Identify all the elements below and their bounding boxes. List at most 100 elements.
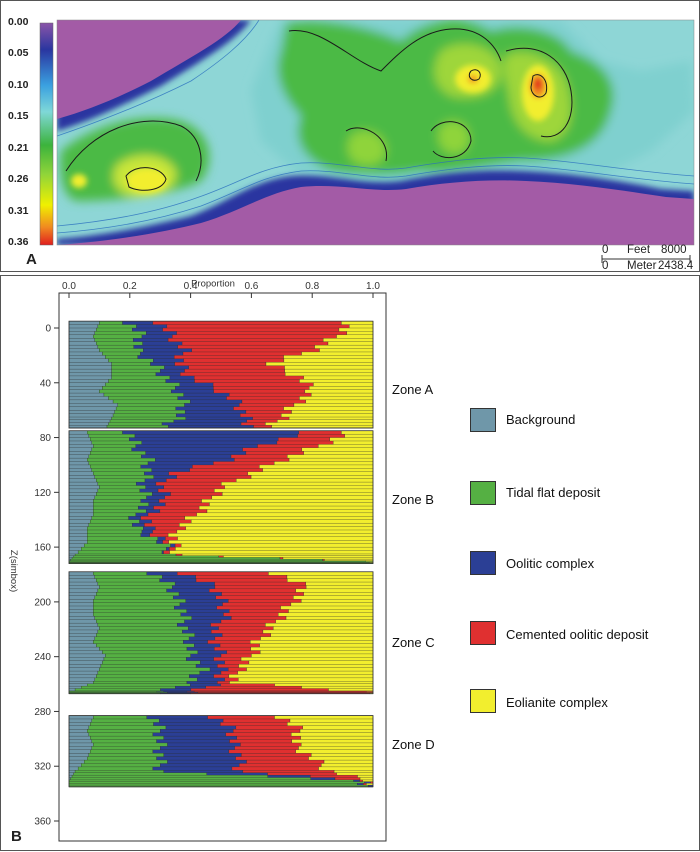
y-tick-label: 160 [34,543,51,554]
band-zone-b-eolianite-complex [186,527,373,531]
band-zone-c-background [69,613,93,617]
band-zone-b-eolianite-complex [197,513,373,517]
band-zone-b-oolitic-complex [136,482,156,486]
band-zone-a-cemented-oolitic-deposit [185,369,285,373]
band-zone-a-tidal-flat-deposit [113,414,176,418]
band-zone-c-background [69,668,99,672]
band-zone-a-background [69,414,113,418]
band-zone-a-eolianite-complex [266,362,373,366]
band-zone-a-tidal-flat-deposit [109,422,163,425]
band-zone-b-oolitic-complex [145,479,166,483]
band-zone-b-background [69,462,89,466]
band-zone-a-background [69,390,99,394]
band-zone-a-eolianite-complex [299,396,373,400]
band-zone-c-tidal-flat-deposit [99,585,172,589]
band-zone-b-background [69,503,93,507]
colorbar-label-0: 0.00 [8,16,28,28]
band-zone-a-oolitic-complex [180,383,213,387]
band-zone-a-oolitic-complex [178,396,227,400]
band-zone-c-cemented-oolitic-deposit [208,640,251,644]
band-zone-a-oolitic-complex [190,400,242,404]
band-zone-b-background [69,496,95,500]
band-zone-b-cemented-oolitic-deposit [192,465,259,469]
band-zone-a-tidal-flat-deposit [96,342,142,346]
band-zone-b-oolitic-complex [166,547,169,551]
band-zone-a-background [69,407,116,411]
band-zone-a-eolianite-complex [323,338,373,342]
band-zone-a-oolitic-complex [123,321,153,325]
band-zone-d-cemented-oolitic-deposit [239,763,321,767]
band-zone-a-eolianite-complex [347,331,373,335]
band-zone-c-oolitic-complex [182,630,211,634]
band-zone-d-oolitic-complex [160,763,239,767]
band-zone-d-oolitic-complex [157,740,230,744]
band-zone-a-oolitic-complex [150,362,174,366]
band-zone-a-cemented-oolitic-deposit [172,335,336,339]
band-zone-c-tidal-flat-deposit [96,674,189,678]
band-zone-d-tidal-flat-deposit [87,757,156,761]
band-zone-c-cemented-oolitic-deposit [215,585,306,589]
band-zone-d-tidal-flat-deposit [89,733,153,737]
band-zone-b-background [69,509,93,513]
band-zone-b-oolitic-complex [152,492,170,496]
band-zone-a-tidal-flat-deposit [105,383,179,387]
band-zone-b-tidal-flat-deposit [87,431,122,435]
band-zone-c-cemented-oolitic-deposit [220,644,260,648]
band-zone-a-eolianite-complex [328,342,373,346]
band-zone-b-eolianite-complex [333,441,373,445]
band-zone-c-tidal-flat-deposit [93,640,183,644]
band-zone-c-background [69,671,98,675]
band-zone-b-tidal-flat-deposit [89,434,135,438]
band-zone-d-background [69,760,84,764]
band-zone-b-background [69,544,84,548]
band-zone-d-background [69,729,87,733]
band-zone-c-oolitic-complex [172,585,215,589]
band-zone-a-cemented-oolitic-deposit [175,362,266,366]
band-zone-d-eolianite-complex [292,740,373,744]
band-zone-c-cemented-oolitic-deposit [221,620,276,624]
zone-c-label: Zone C [392,635,435,650]
band-zone-c-eolianite-complex [260,651,373,655]
band-zone-d-cemented-oolitic-deposit [232,767,319,771]
band-zone-d-cemented-oolitic-deposit [229,750,296,754]
band-zone-b-eolianite-complex [289,458,373,462]
band-zone-c-eolianite-complex [250,640,373,644]
band-zone-c-tidal-flat-deposit [96,579,159,583]
band-zone-d-oolitic-complex [160,746,234,750]
band-zone-a-oolitic-complex [176,414,240,418]
band-zone-b-tidal-flat-deposit [90,520,139,524]
band-zone-a-eolianite-complex [337,335,373,339]
band-zone-b-eolianite-complex [263,468,373,472]
band-zone-c-cemented-oolitic-deposit [222,633,271,637]
band-zone-a-eolianite-complex [284,355,373,359]
band-zone-a-tidal-flat-deposit [109,359,154,363]
band-zone-d-oolitic-complex [164,753,242,757]
band-zone-b-background [69,444,93,448]
band-zone-a-eolianite-complex [306,400,373,404]
band-zone-d-tidal-flat-deposit [84,760,167,764]
band-zone-b-eolianite-complex [185,516,373,520]
colorbar-label-7: 0.36 [8,236,28,248]
band-zone-a-eolianite-complex [341,321,373,325]
y-tick-label: 320 [34,762,51,773]
band-zone-b-background [69,448,92,452]
band-zone-c-background [69,651,102,655]
band-zone-a-tidal-flat-deposit [98,345,134,349]
band-zone-a-background [69,335,93,339]
band-zone-c-cemented-oolitic-deposit [196,579,287,583]
band-zone-b-tidal-flat-deposit [95,496,147,500]
band-zone-a-oolitic-complex [142,335,172,339]
band-zone-b-tidal-flat-deposit [93,503,148,507]
band-zone-b-background [69,499,93,503]
band-zone-b-cemented-oolitic-deposit [257,444,318,448]
band-zone-a-tidal-flat-deposit [113,400,190,404]
band-zone-b-tidal-flat-deposit [81,547,166,551]
colorbar-label-4: 0.21 [8,142,28,154]
colorbar-label-5: 0.26 [8,173,28,185]
band-zone-c-background [69,644,96,648]
band-zone-a-oolitic-complex [186,417,253,420]
band-zone-b-background [69,489,98,493]
band-zone-c-eolianite-complex [238,678,373,682]
band-zone-b-cemented-oolitic-deposit [171,492,223,496]
band-zone-b-oolitic-complex [146,451,246,455]
